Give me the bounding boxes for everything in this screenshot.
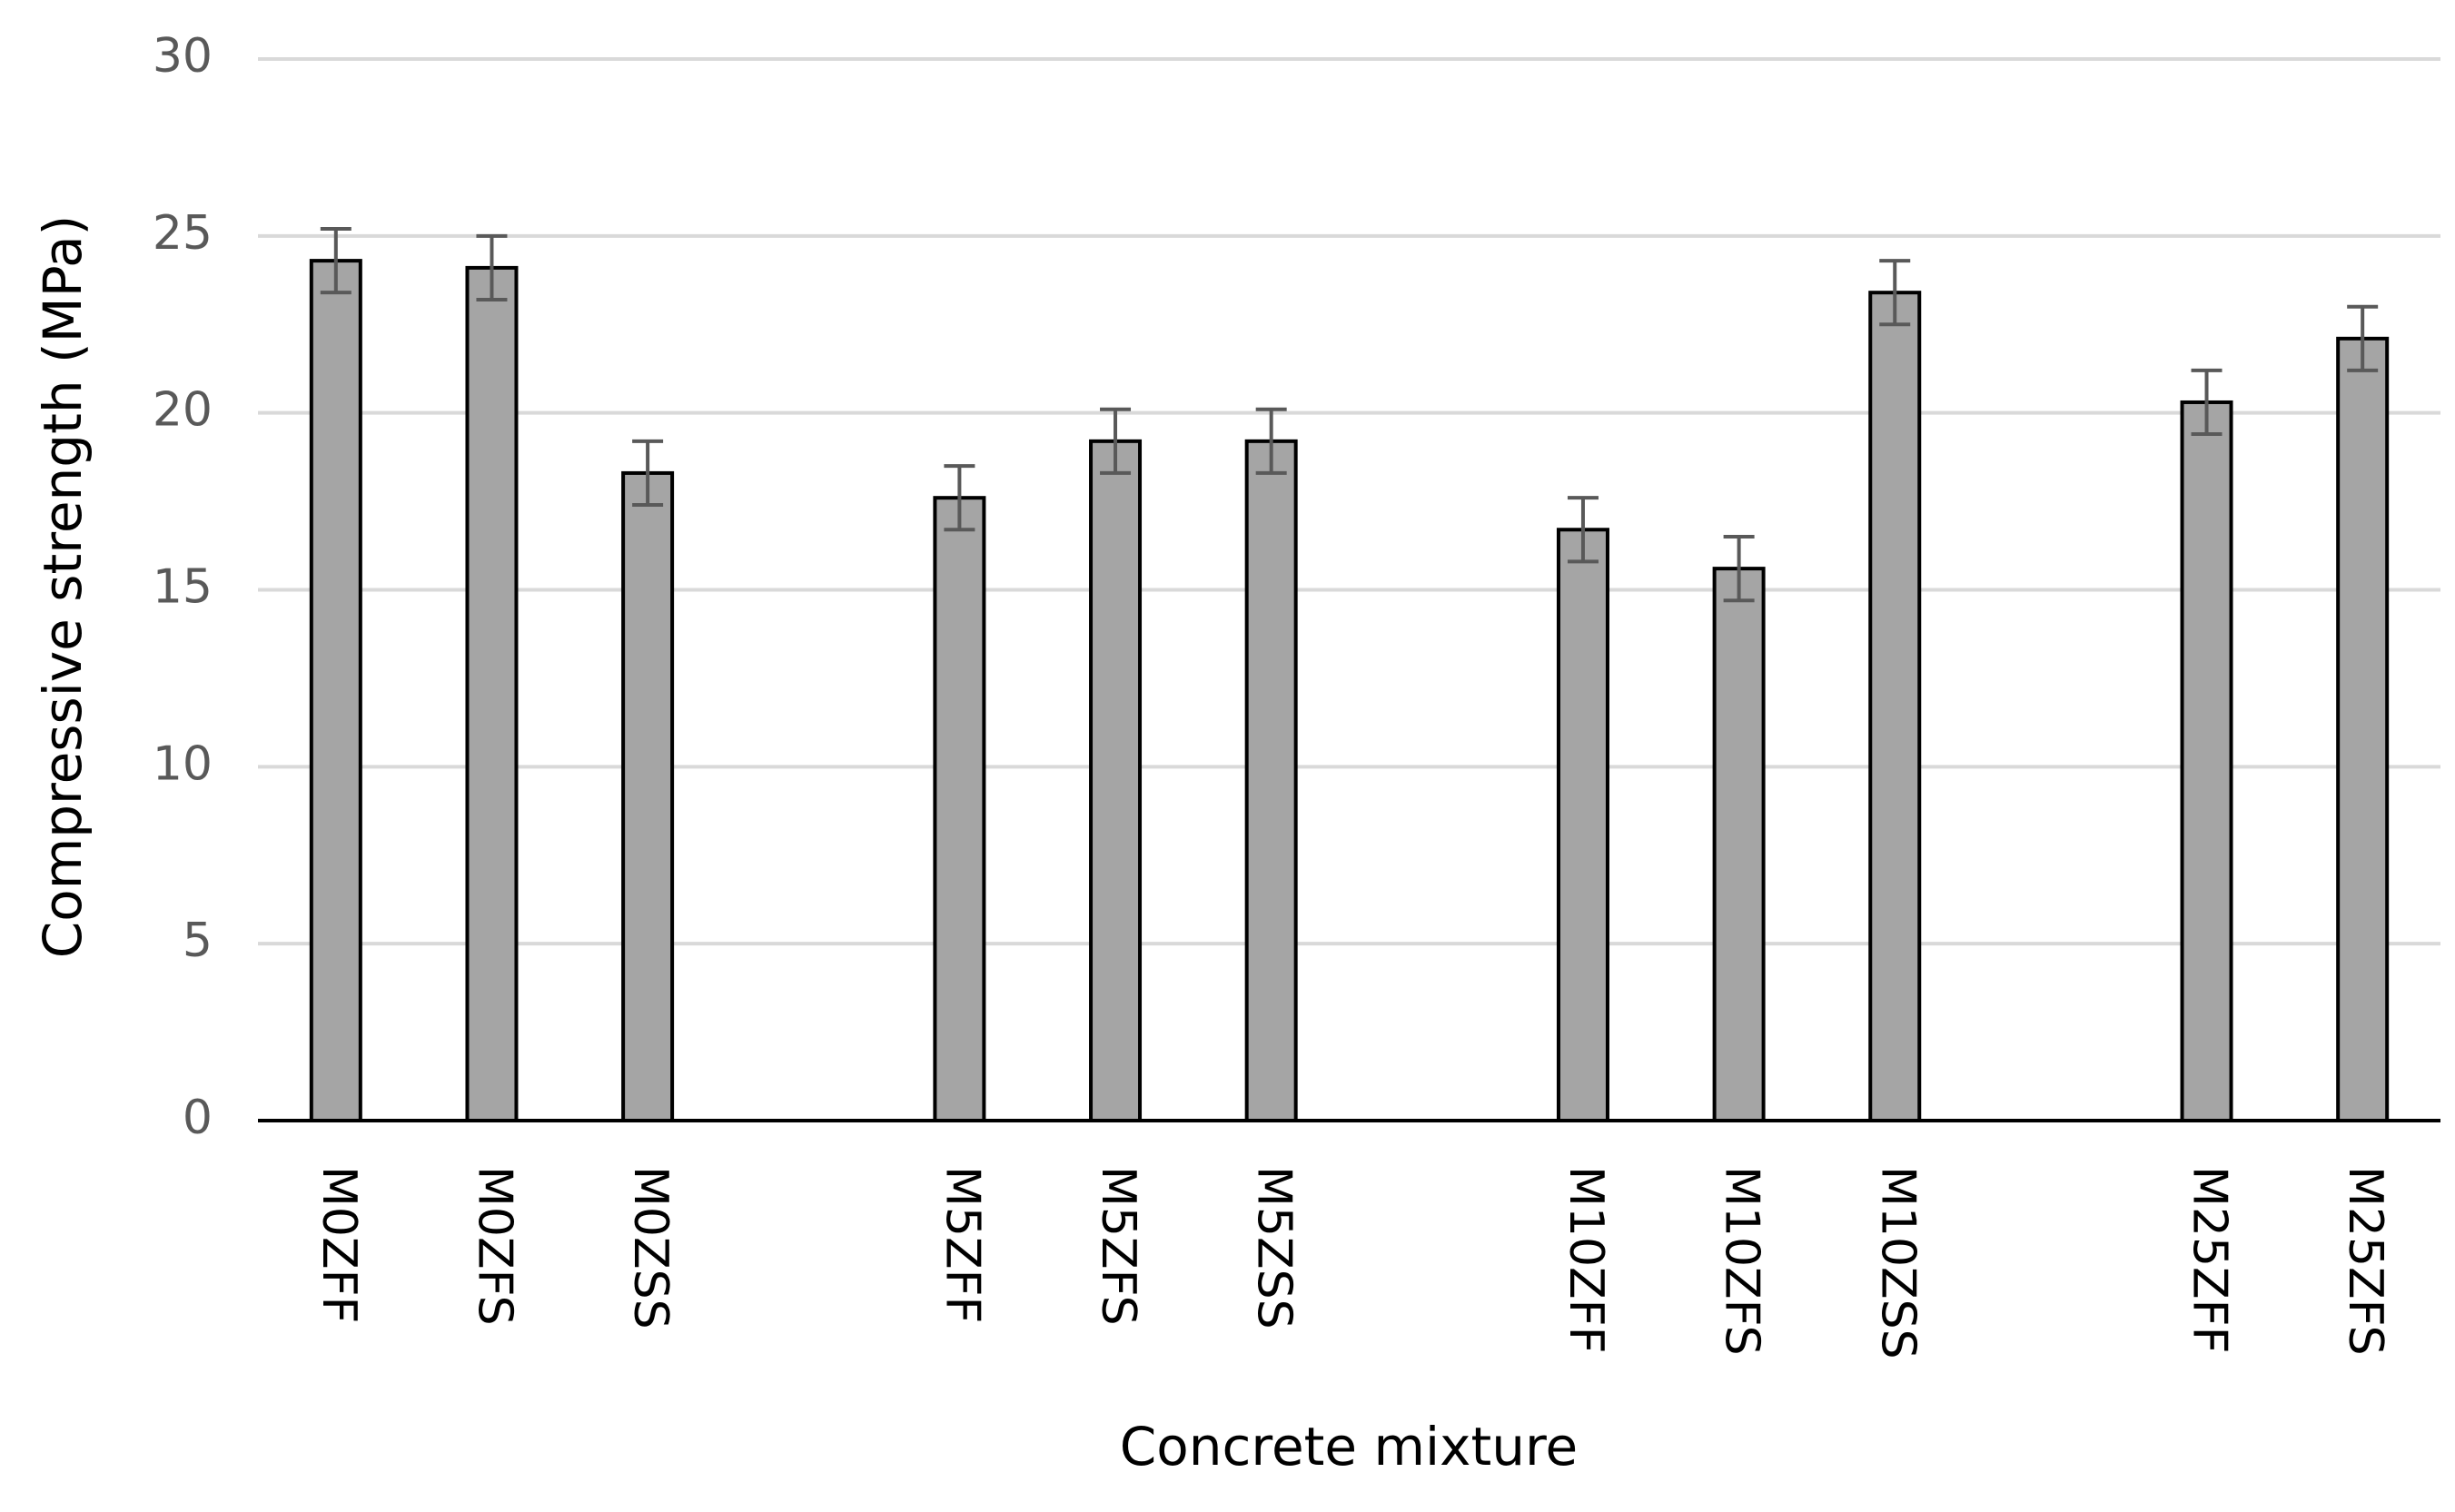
y-tick-label: 10: [153, 736, 213, 791]
x-tick-label: M0ZFF: [312, 1166, 366, 1323]
bar: [1712, 567, 1766, 1122]
y-tick-label: 5: [183, 914, 213, 968]
error-bar: [476, 233, 508, 301]
y-tick-label: 0: [183, 1091, 213, 1145]
x-tick-label: M0ZFS: [467, 1166, 521, 1326]
y-tick-label: 20: [153, 383, 213, 438]
bar: [621, 470, 675, 1122]
bar: [1089, 439, 1143, 1122]
bar: [1556, 528, 1609, 1122]
error-bar: [1879, 259, 1911, 327]
error-bar: [2191, 368, 2222, 437]
error-bar: [1255, 407, 1287, 475]
x-tick-label: M5ZFF: [935, 1166, 989, 1323]
x-tick-label: M10ZSS: [1870, 1166, 1925, 1359]
x-tick-label: M10ZFF: [1559, 1166, 1613, 1353]
x-axis-title: Concrete mixture: [1120, 1416, 1578, 1477]
y-axis-title: Compressive strength (MPa): [32, 215, 94, 959]
error-bar: [632, 439, 664, 507]
x-tick-label: M0ZSS: [623, 1166, 678, 1329]
bar: [2336, 336, 2390, 1122]
bar: [1244, 439, 1298, 1122]
bar: [309, 259, 362, 1122]
x-tick-label: M25ZFF: [2183, 1166, 2237, 1353]
error-bar: [1723, 535, 1755, 603]
x-tick-label: M5ZSS: [1247, 1166, 1302, 1329]
error-bar: [2347, 304, 2379, 372]
error-bar: [320, 227, 351, 295]
error-bar: [944, 464, 975, 532]
error-bar: [1567, 496, 1599, 564]
bar: [2180, 400, 2233, 1122]
y-tick-label: 25: [153, 206, 213, 261]
bar: [465, 265, 519, 1122]
x-tick-label: M25ZFS: [2338, 1166, 2392, 1356]
x-tick-label: M10ZFS: [1715, 1166, 1769, 1356]
bar: [1868, 291, 1922, 1122]
error-bar: [1100, 407, 1132, 475]
x-tick-label: M5ZFS: [1091, 1166, 1145, 1326]
y-tick-label: 30: [153, 29, 213, 84]
bar: [933, 496, 986, 1122]
y-tick-label: 15: [153, 560, 213, 615]
